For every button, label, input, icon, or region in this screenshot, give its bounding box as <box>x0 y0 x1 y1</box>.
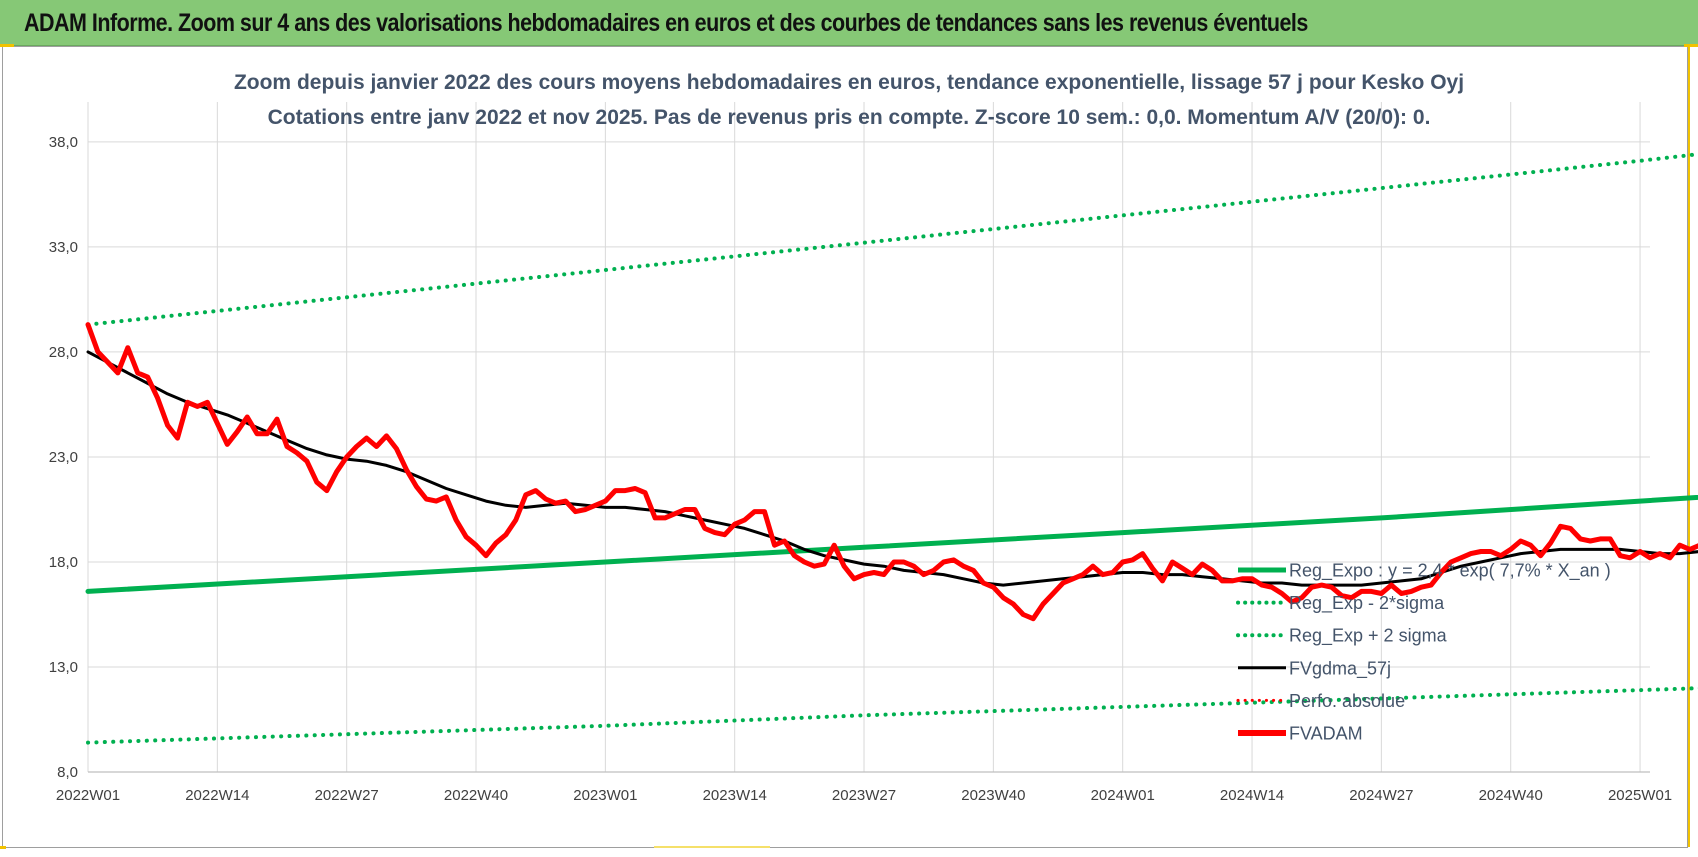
x-tick-label: 2025W01 <box>1608 787 1672 804</box>
series-layer <box>85 152 1698 745</box>
x-tick-label: 2024W01 <box>1091 787 1155 804</box>
y-tick-label: 13,0 <box>49 659 78 676</box>
series-line-1 <box>86 686 1698 745</box>
x-tick-label: 2022W14 <box>185 787 249 804</box>
series-line-4 <box>85 322 1698 622</box>
x-tick-label: 2024W27 <box>1349 787 1413 804</box>
frame-corner-mark <box>1684 44 1698 47</box>
x-tick-label: 2024W40 <box>1479 787 1543 804</box>
header-bar: ADAM Informe. Zoom sur 4 ans des valoris… <box>0 0 1698 46</box>
chart-title: Zoom depuis janvier 2022 des cours moyen… <box>234 71 1464 94</box>
frame-bottom-mark <box>654 846 770 848</box>
legend-label: FVADAM <box>1289 724 1363 744</box>
x-tick-label: 2023W14 <box>703 787 767 804</box>
series-line-3 <box>86 350 1698 587</box>
header-title: ADAM Informe. Zoom sur 4 ans des valoris… <box>24 9 1308 37</box>
legend-label: FVgdma_57j <box>1289 658 1391 679</box>
frame-edge-mark <box>1688 46 1690 847</box>
legend-label: Reg_Expo : y = 2,4 * exp( 7,7% * X_an ) <box>1289 561 1611 582</box>
x-tick-label: 2022W27 <box>315 787 379 804</box>
x-tick-label: 2022W01 <box>56 787 120 804</box>
axis-layer: 8,0 13,0 18,0 23,0 28,0 33,0 38,0 2022W01 2022W1… <box>49 134 1672 804</box>
chart-subtitle: Cotations entre janv 2022 et nov 2025. P… <box>268 106 1431 129</box>
y-tick-label: 18,0 <box>49 554 78 571</box>
y-tick-label: 8,0 <box>57 764 78 781</box>
series-line-0 <box>85 494 1698 594</box>
frame-edge-mark <box>0 846 6 849</box>
legend-label: Reg_Exp + 2 sigma <box>1289 626 1448 647</box>
legend-label: Reg_Exp - 2*sigma <box>1289 593 1445 614</box>
y-tick-label: 23,0 <box>49 449 78 466</box>
x-tick-label: 2023W27 <box>832 787 896 804</box>
chart-frame <box>2 46 1688 848</box>
y-tick-label: 28,0 <box>49 344 78 361</box>
x-tick-label: 2023W40 <box>961 787 1025 804</box>
frame-corner-mark <box>0 44 14 47</box>
grid-lines <box>87 102 1650 773</box>
x-tick-label: 2024W14 <box>1220 787 1284 804</box>
legend-label: Perfo. absolue <box>1289 691 1405 711</box>
x-tick-label: 2023W01 <box>573 787 637 804</box>
x-tick-label: 2022W40 <box>444 787 508 804</box>
series-line-2 <box>86 152 1698 327</box>
y-tick-label: 33,0 <box>49 239 78 256</box>
y-tick-label: 38,0 <box>49 134 78 151</box>
chart-legend: Reg_Expo : y = 2,4 * exp( 7,7% * X_an ) R… <box>1236 561 1611 744</box>
